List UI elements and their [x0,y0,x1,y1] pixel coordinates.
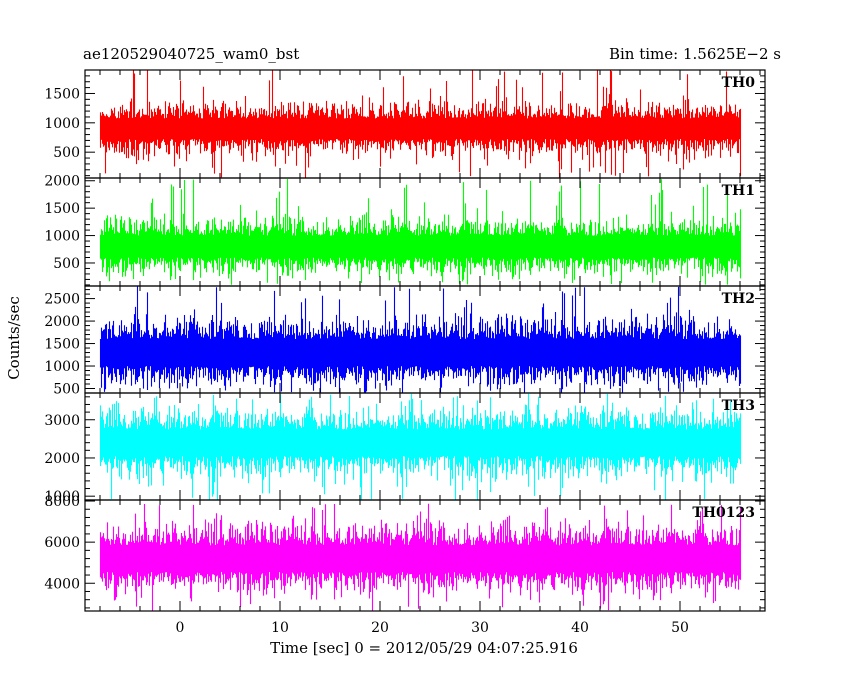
series-label-th0: TH0 [722,75,756,91]
series-th3-curve [99,393,742,500]
panel-th0: 500 1000 1500 TH0 [44,69,766,179]
y-tick-label: 2000 [44,451,80,467]
y-tick-label: 1000 [44,489,80,505]
panels: 50010001500TH0500100015002000TH150010001… [44,69,766,636]
series-th0-curve [99,70,742,178]
panel-th2: 500 1000 1500 2000 2500 TH2 [44,285,766,398]
y-tick-label: 6000 [44,535,80,551]
y-tick-label: 1500 [44,337,80,353]
y-axis-label: Counts/sec [5,296,23,380]
x-tick-label: 30 [471,620,489,636]
y-tick-label: 4000 [44,576,80,592]
y-tick-label: 1500 [44,86,80,102]
series-label-th3: TH3 [722,398,755,414]
x-tick-label: 40 [571,620,589,636]
y-tick-label: 1000 [44,229,80,245]
series-th2-curve [99,286,742,393]
y-tick-label: 500 [53,256,80,272]
y-tick-label: 500 [53,382,80,398]
y-tick-label: 8000 [44,494,80,510]
y-tick-label: 3000 [44,413,80,429]
x-axis-label: Time [sec] 0 = 2012/05/29 04:07:25.916 [270,639,578,657]
y-tick-label: 1000 [44,359,80,375]
y-tick-label: 1500 [44,201,80,217]
x-tick-label: 50 [671,620,689,636]
y-tick-label: 2000 [44,314,80,330]
panel-th1: 500 1000 1500 2000 TH1 [44,174,766,287]
series-th1-curve [99,179,742,285]
y-tick-label: 500 [53,145,80,161]
chart-title-left: ae120529040725_wam0_bst [83,45,299,63]
panel-th3: 1000 2000 3000 TH3 [44,392,766,505]
x-tick-label: 0 [176,620,185,636]
series-label-th1: TH1 [722,183,755,199]
y-tick-label: 2500 [44,292,80,308]
series-label-th2: TH2 [722,291,755,307]
panel-frame [84,499,766,612]
series-label-th0123: TH0123 [692,505,755,521]
x-tick-label: 10 [271,620,289,636]
chart-title-right: Bin time: 1.5625E−2 s [609,45,781,63]
series-th0123-curve [99,503,742,611]
y-tick-label: 2000 [44,174,80,190]
panel-th0123: 4000 6000 8000 TH0123 [44,494,766,612]
x-tick-label: 20 [371,620,389,636]
y-tick-label: 1000 [44,116,80,132]
